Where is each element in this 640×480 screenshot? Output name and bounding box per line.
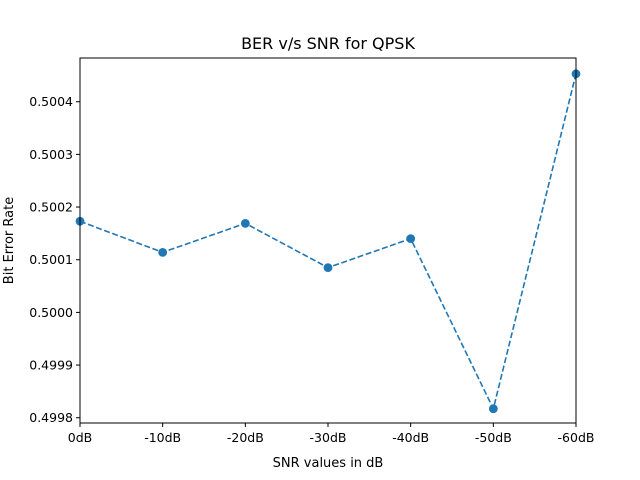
data-point <box>158 247 168 257</box>
data-series <box>75 69 581 414</box>
x-tick-label: 0dB <box>68 430 92 445</box>
y-tick-label: 0.5001 <box>29 252 73 267</box>
data-point <box>323 263 333 273</box>
x-tick-label: -20dB <box>227 430 264 445</box>
plot-frame <box>79 57 577 424</box>
y-axis-label: Bit Error Rate <box>2 197 17 284</box>
data-point <box>240 218 250 228</box>
x-tick-label: -60dB <box>558 430 595 445</box>
data-point <box>406 234 416 244</box>
series-line <box>79 73 577 412</box>
axis-ticks: 0dB -10dB -20dB -30dB -40dB -50dB -60dB 0.4998 0… <box>29 94 594 445</box>
x-tick-label: -10dB <box>144 430 181 445</box>
y-tick-label: 0.4998 <box>29 410 73 425</box>
x-tick-label: -50dB <box>475 430 512 445</box>
chart-title: BER v/s SNR for QPSK <box>241 34 415 53</box>
data-point <box>488 404 498 414</box>
y-tick-label: 0.5003 <box>29 147 73 162</box>
y-tick-label: 0.5000 <box>29 305 73 320</box>
y-tick-label: 0.4999 <box>29 358 73 373</box>
y-tick-label: 0.5002 <box>29 200 73 215</box>
x-axis-label: SNR values in dB <box>273 456 384 471</box>
x-tick-label: -40dB <box>392 430 429 445</box>
x-tick-label: -30dB <box>310 430 347 445</box>
y-tick-label: 0.5004 <box>29 94 73 109</box>
